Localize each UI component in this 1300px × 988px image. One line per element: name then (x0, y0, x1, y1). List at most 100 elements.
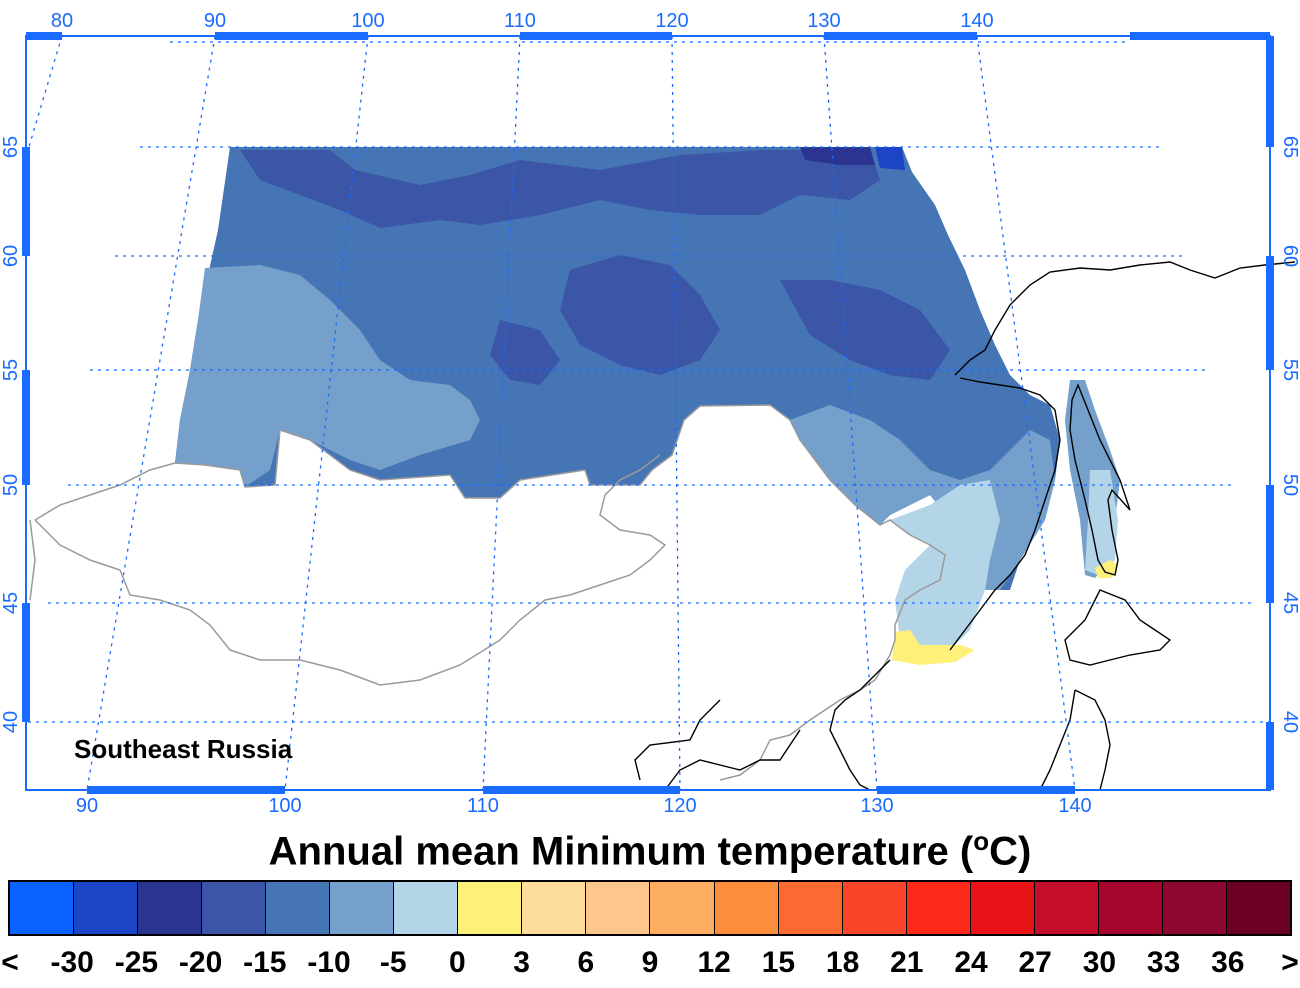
colorbar-label: < (1, 946, 19, 979)
lat-label-left: 50 (0, 474, 22, 496)
lon-label-top: 100 (351, 10, 384, 32)
colorbar-swatch (394, 882, 459, 934)
colorbar-label: -15 (243, 946, 287, 979)
lon-label-bottom: 140 (1058, 795, 1091, 817)
colorbar-label: -10 (307, 946, 351, 979)
bottom-longitude-labels: 90 100 110 120 130 140 (76, 795, 1092, 817)
lat-label-right: 65 (1279, 136, 1300, 158)
temperature-zone-minus10-to-minus5 (175, 265, 480, 487)
lat-label-right: 45 (1279, 592, 1300, 614)
lon-label-bottom: 130 (860, 795, 893, 817)
colorbar-label: 30 (1082, 946, 1117, 979)
lon-label-top: 120 (655, 10, 688, 32)
colorbar-swatch (266, 882, 331, 934)
colorbar-swatch (970, 882, 1035, 934)
inner-border (29, 519, 36, 601)
colorbar-swatch (458, 882, 523, 934)
colorbar-label: 12 (697, 946, 731, 979)
colorbar-label: 0 (449, 946, 466, 979)
lon-label-top: 130 (807, 10, 840, 32)
temperature-zone-minus20-to-minus15 (560, 255, 720, 375)
temperature-zone-minus30-to-minus25 (875, 147, 905, 170)
lon-label-bottom: 110 (467, 795, 499, 817)
mongolia-border (34, 404, 946, 781)
temperature-map: 80 90 100 110 120 130 140 90 100 110 120… (0, 10, 1300, 817)
sakhalin-island (1069, 383, 1131, 576)
country-borders (29, 404, 946, 781)
colorbar-label: 24 (954, 946, 988, 979)
temperature-zone-minus25-to-minus20 (800, 147, 875, 165)
top-longitude-labels: 80 90 100 110 120 130 140 (51, 10, 994, 32)
colorbar-swatch (330, 882, 395, 934)
temperature-zone-minus5-to-0 (890, 480, 1000, 650)
colorbar-swatch (1162, 882, 1227, 934)
right-latitude-labels: 65 60 55 50 45 40 (1279, 136, 1300, 733)
mongolia-china-border (34, 454, 667, 686)
legend-title-unit: C) (989, 829, 1032, 874)
lon-label-top: 140 (960, 10, 993, 32)
legend-title-degree: o (973, 826, 990, 856)
lat-label-right: 40 (1279, 711, 1300, 733)
lat-label-right: 50 (1279, 474, 1300, 496)
colorbar-label: 36 (1211, 946, 1245, 979)
colorbar-swatch (74, 882, 139, 934)
colorbar-swatch (714, 882, 779, 934)
colorbar-label: 6 (577, 946, 595, 979)
colorbar-label: 3 (513, 946, 530, 979)
colorbar-labels: < -30 -25 -20 -15 -10 -5 0 3 6 9 12 15 18 21 24 27 30 33 36… (0, 946, 1300, 986)
russia-pacific-coast (954, 261, 1296, 376)
japan-honshu (1039, 689, 1111, 791)
colorbar-swatch (778, 882, 843, 934)
left-latitude-labels: 65 60 55 50 45 40 (0, 136, 22, 733)
temperature-zone-minus20-to-minus15 (780, 280, 950, 380)
colorbar-label: 15 (761, 946, 796, 979)
temperature-field (175, 147, 1120, 665)
colorbar-label: -30 (50, 946, 94, 979)
legend-title-main: Annual mean Minimum temperature ( (268, 829, 974, 874)
frame-tick-marks (22, 32, 1274, 794)
colorbar-swatch (906, 882, 971, 934)
colorbar-label: 18 (825, 946, 860, 979)
colorbar-swatch (1226, 882, 1290, 934)
lat-label-left: 40 (0, 711, 22, 733)
colorbar-label: -25 (114, 946, 159, 979)
lat-label-left: 60 (0, 245, 22, 267)
colorbar-label: 9 (641, 946, 659, 979)
colorbar-label: -5 (379, 946, 407, 979)
lon-label-top: 80 (51, 10, 73, 32)
japan-hokkaido (1064, 589, 1172, 666)
colorbar-label: -20 (178, 946, 223, 979)
korea-peninsula (829, 659, 891, 791)
lat-label-right: 55 (1279, 359, 1300, 381)
colorbar-label: 33 (1146, 946, 1181, 979)
lat-label-left: 45 (0, 592, 22, 614)
colorbar-swatch (586, 882, 651, 934)
temperature-zone-minus20-to-minus15 (490, 320, 560, 385)
colorbar (8, 880, 1292, 936)
temperature-zone-0-to-3 (892, 630, 975, 665)
region-label: Southeast Russia (74, 734, 293, 764)
colorbar-swatch (138, 882, 203, 934)
lon-label-top: 90 (204, 10, 226, 32)
graticule (27, 35, 1275, 791)
colorbar-swatch (10, 882, 75, 934)
lat-label-right: 60 (1279, 245, 1300, 267)
colorbar-swatch (202, 882, 267, 934)
colorbar-label: > (1281, 946, 1299, 979)
legend-title: Annual mean Minimum temperature (oC) (0, 826, 1300, 874)
colorbar-swatch (1098, 882, 1163, 934)
lon-label-top: 110 (504, 10, 536, 32)
coastline (634, 261, 1296, 791)
colorbar-swatch (1034, 882, 1099, 934)
china-coast (634, 699, 801, 791)
colorbar-label: 21 (890, 946, 924, 979)
lat-label-left: 65 (0, 136, 22, 158)
lon-label-bottom: 90 (76, 795, 98, 817)
lon-label-bottom: 100 (268, 795, 301, 817)
lat-label-left: 55 (0, 359, 22, 381)
colorbar-swatch (522, 882, 587, 934)
colorbar-swatch (842, 882, 907, 934)
lon-label-bottom: 120 (663, 795, 696, 817)
colorbar-label: 27 (1018, 946, 1052, 979)
colorbar-swatch (650, 882, 715, 934)
